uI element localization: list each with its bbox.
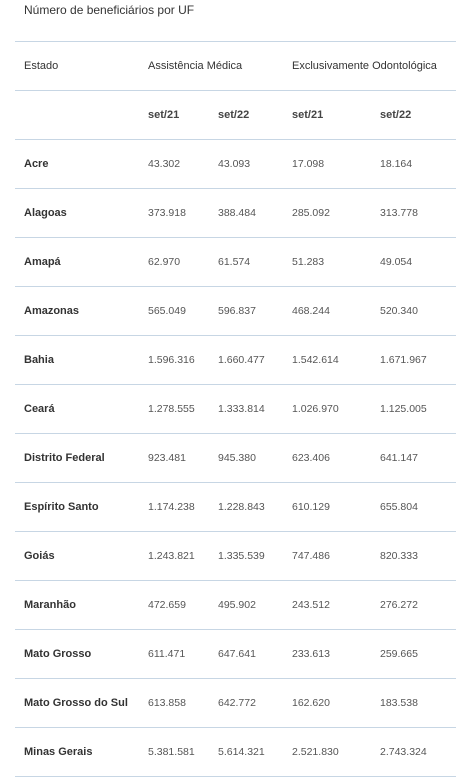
value-cell: 1.333.814: [209, 384, 283, 434]
table-caption: Número de beneficiários por UF: [24, 3, 195, 17]
value-cell: 5.614.321: [209, 727, 283, 777]
subheader-row: set/21 set/22 set/21 set/22: [15, 90, 457, 140]
header-row: Estado Assistência Médica Exclusivamente…: [15, 41, 457, 91]
value-cell: 43.093: [209, 139, 283, 189]
value-cell: 747.486: [283, 531, 371, 581]
state-name: Ceará: [15, 384, 139, 434]
value-cell: 610.129: [283, 482, 371, 532]
column-header-estado: Estado: [15, 41, 139, 91]
value-cell: 1.243.821: [139, 531, 209, 581]
state-name: Mato Grosso do Sul: [15, 678, 139, 728]
table-row: Mato Grosso do Sul 613.858 642.772 162.620 1…: [15, 678, 457, 728]
value-cell: 1.671.967: [371, 335, 457, 385]
table-row: Amazonas 565.049 596.837 468.244 520.340: [15, 286, 457, 336]
value-cell: 259.665: [371, 629, 457, 679]
value-cell: 495.902: [209, 580, 283, 630]
value-cell: 1.542.614: [283, 335, 371, 385]
table-row: Acre 43.302 43.093 17.098 18.164: [15, 139, 457, 189]
table-row: Alagoas 373.918 388.484 285.092 313.778: [15, 188, 457, 238]
value-cell: 183.538: [371, 678, 457, 728]
table-row: Bahia 1.596.316 1.660.477 1.542.614 1.671.96…: [15, 335, 457, 385]
value-cell: 388.484: [209, 188, 283, 238]
table-row: Maranhão 472.659 495.902 243.512 276.272: [15, 580, 457, 630]
value-cell: 1.660.477: [209, 335, 283, 385]
value-cell: 647.641: [209, 629, 283, 679]
value-cell: 2.521.830: [283, 727, 371, 777]
table-row: Goiás 1.243.821 1.335.539 747.486 820.333: [15, 531, 457, 581]
subheader-period: set/22: [209, 90, 283, 140]
beneficiaries-table: Estado Assistência Médica Exclusivamente…: [15, 41, 457, 777]
value-cell: 61.574: [209, 237, 283, 287]
table-row: Distrito Federal 923.481 945.380 623.406 641…: [15, 433, 457, 483]
value-cell: 613.858: [139, 678, 209, 728]
value-cell: 62.970: [139, 237, 209, 287]
value-cell: 285.092: [283, 188, 371, 238]
value-cell: 641.147: [371, 433, 457, 483]
value-cell: 1.228.843: [209, 482, 283, 532]
column-header-odontologica: Exclusivamente Odontológica: [283, 41, 457, 91]
value-cell: 313.778: [371, 188, 457, 238]
state-name: Maranhão: [15, 580, 139, 630]
value-cell: 233.613: [283, 629, 371, 679]
value-cell: 276.272: [371, 580, 457, 630]
value-cell: 2.743.324: [371, 727, 457, 777]
table-row: Ceará 1.278.555 1.333.814 1.026.970 1.125.00…: [15, 384, 457, 434]
value-cell: 623.406: [283, 433, 371, 483]
value-cell: 373.918: [139, 188, 209, 238]
value-cell: 51.283: [283, 237, 371, 287]
value-cell: 472.659: [139, 580, 209, 630]
state-name: Goiás: [15, 531, 139, 581]
column-header-assistencia-medica: Assistência Médica: [139, 41, 283, 91]
state-name: Distrito Federal: [15, 433, 139, 483]
value-cell: 820.333: [371, 531, 457, 581]
table-row: Amapá 62.970 61.574 51.283 49.054: [15, 237, 457, 287]
subheader-period: set/21: [283, 90, 371, 140]
table-row: Espírito Santo 1.174.238 1.228.843 610.129 6…: [15, 482, 457, 532]
table-row: Mato Grosso 611.471 647.641 233.613 259.665: [15, 629, 457, 679]
value-cell: 1.125.005: [371, 384, 457, 434]
value-cell: 243.512: [283, 580, 371, 630]
value-cell: 945.380: [209, 433, 283, 483]
state-name: Amapá: [15, 237, 139, 287]
subheader-period: set/21: [139, 90, 209, 140]
value-cell: 17.098: [283, 139, 371, 189]
value-cell: 49.054: [371, 237, 457, 287]
value-cell: 611.471: [139, 629, 209, 679]
state-name: Minas Gerais: [15, 727, 139, 777]
value-cell: 655.804: [371, 482, 457, 532]
value-cell: 43.302: [139, 139, 209, 189]
value-cell: 642.772: [209, 678, 283, 728]
value-cell: 520.340: [371, 286, 457, 336]
value-cell: 162.620: [283, 678, 371, 728]
value-cell: 468.244: [283, 286, 371, 336]
value-cell: 923.481: [139, 433, 209, 483]
state-name: Acre: [15, 139, 139, 189]
state-name: Amazonas: [15, 286, 139, 336]
value-cell: 1.596.316: [139, 335, 209, 385]
state-name: Bahia: [15, 335, 139, 385]
value-cell: 596.837: [209, 286, 283, 336]
value-cell: 1.278.555: [139, 384, 209, 434]
value-cell: 18.164: [371, 139, 457, 189]
value-cell: 5.381.581: [139, 727, 209, 777]
value-cell: 1.174.238: [139, 482, 209, 532]
state-name: Espírito Santo: [15, 482, 139, 532]
value-cell: 565.049: [139, 286, 209, 336]
value-cell: 1.026.970: [283, 384, 371, 434]
value-cell: 1.335.539: [209, 531, 283, 581]
subheader-period: set/22: [371, 90, 457, 140]
state-name: Mato Grosso: [15, 629, 139, 679]
subheader-empty: [15, 90, 139, 140]
state-name: Alagoas: [15, 188, 139, 238]
table-row: Minas Gerais 5.381.581 5.614.321 2.521.830 2…: [15, 727, 457, 777]
